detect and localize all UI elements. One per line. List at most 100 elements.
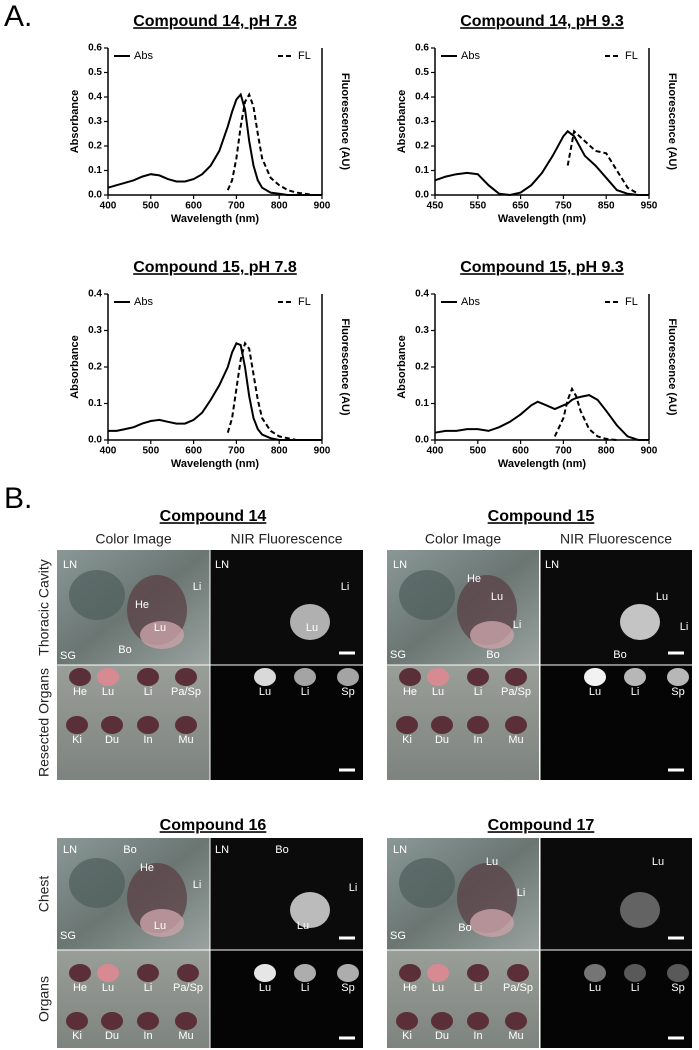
y2-axis-label: Fluorescence (AU) — [666, 318, 678, 416]
x-tick-label: 400 — [100, 201, 117, 212]
image-label: Pa/Sp — [171, 686, 201, 698]
image-label: Bo — [486, 649, 499, 661]
organ-signal — [584, 668, 606, 686]
x-axis-label: Wavelength (nm) — [498, 458, 587, 470]
legend-label: Abs — [461, 50, 480, 62]
organ — [177, 964, 199, 982]
image-label: He — [73, 982, 87, 994]
chart-title: Compound 14, pH 7.8 — [133, 13, 297, 30]
x-tick-label: 950 — [641, 201, 658, 212]
image-label: LN — [63, 559, 77, 571]
y-tick-label: 0.2 — [415, 362, 429, 373]
image-label: SG — [390, 930, 406, 942]
organ — [175, 1012, 197, 1030]
image-label: Pa/Sp — [503, 982, 533, 994]
organ — [399, 964, 421, 982]
image-label: Lu — [656, 591, 668, 603]
series-line — [226, 92, 314, 196]
image-label: LN — [215, 844, 229, 856]
column-header: NIR Fluorescence — [230, 531, 342, 547]
organ-signal — [624, 668, 646, 686]
tissue — [470, 621, 514, 649]
y-tick-label: 0.0 — [88, 435, 102, 446]
organ — [97, 668, 119, 686]
tissue — [399, 858, 455, 908]
image-label: Li — [144, 982, 153, 994]
organ — [97, 964, 119, 982]
y-tick-label: 0.1 — [415, 398, 429, 409]
image-label: Bo — [118, 644, 131, 656]
y-tick-label: 0.4 — [415, 92, 429, 103]
organ-signal — [667, 964, 689, 982]
y-tick-label: 0.6 — [415, 43, 429, 54]
y-tick-label: 0.5 — [415, 67, 429, 78]
panel-title: Compound 14 — [160, 508, 267, 525]
image-label: Lu — [154, 920, 166, 932]
legend-label: FL — [625, 296, 638, 308]
image-label: Mu — [178, 734, 193, 746]
organ — [69, 964, 91, 982]
image-label: LN — [545, 559, 559, 571]
y-tick-label: 0.3 — [88, 116, 102, 127]
image-label: LN — [63, 844, 77, 856]
image-label: Du — [105, 734, 119, 746]
y-tick-label: 0.4 — [415, 289, 429, 300]
organ-signal — [337, 668, 359, 686]
image-label: Du — [435, 1030, 449, 1042]
organ — [467, 1012, 489, 1030]
organ — [101, 1012, 123, 1030]
image-label: Li — [144, 686, 153, 698]
column-header: NIR Fluorescence — [560, 531, 672, 547]
x-tick-label: 400 — [100, 446, 117, 457]
tissue — [470, 909, 514, 937]
y2-axis-label: Fluorescence (AU) — [339, 73, 351, 171]
y-axis-label: Absorbance — [396, 90, 408, 154]
image-label: Lu — [432, 686, 444, 698]
tissue — [69, 570, 125, 620]
panel-label: A. — [4, 0, 32, 33]
y-tick-label: 0.6 — [88, 43, 102, 54]
y2-axis-label: Fluorescence (AU) — [666, 73, 678, 171]
image-label: In — [143, 1030, 152, 1042]
image-label: Li — [193, 879, 202, 891]
image-label: LN — [393, 559, 407, 571]
image-label: Lu — [486, 856, 498, 868]
image-label: Sp — [671, 982, 684, 994]
x-tick-label: 900 — [314, 446, 331, 457]
x-tick-label: 800 — [271, 446, 288, 457]
x-tick-label: 500 — [142, 446, 159, 457]
image-label: Lu — [652, 856, 664, 868]
x-tick-label: 600 — [512, 446, 529, 457]
organ — [137, 964, 159, 982]
image-label: In — [143, 734, 152, 746]
panel-title: Compound 17 — [488, 817, 595, 834]
series-line — [553, 386, 618, 441]
organ — [467, 716, 489, 734]
legend-label: FL — [298, 50, 311, 62]
organ-signal — [254, 964, 276, 982]
organ — [467, 668, 489, 686]
row-label: Thoracic Cavity — [36, 559, 52, 655]
image-label: Ki — [72, 1030, 82, 1042]
tissue — [69, 858, 125, 908]
image-label: LN — [393, 844, 407, 856]
image-label: Lu — [306, 622, 318, 634]
organ — [66, 716, 88, 734]
organ — [505, 716, 527, 734]
x-tick-label: 600 — [185, 446, 202, 457]
organ — [399, 668, 421, 686]
nir-signal — [620, 604, 660, 640]
image-label: He — [135, 599, 149, 611]
row-label: Resected Organs — [36, 668, 52, 777]
series-line — [434, 394, 649, 441]
image-label: He — [73, 686, 87, 698]
image-label: Li — [341, 581, 350, 593]
organ — [467, 964, 489, 982]
nir-signal — [290, 604, 330, 640]
organ — [427, 668, 449, 686]
y-tick-label: 0.1 — [88, 165, 102, 176]
image-label: Lu — [154, 622, 166, 634]
series-line — [107, 92, 322, 196]
x-tick-label: 900 — [641, 446, 658, 457]
y-tick-label: 0.3 — [88, 325, 102, 336]
